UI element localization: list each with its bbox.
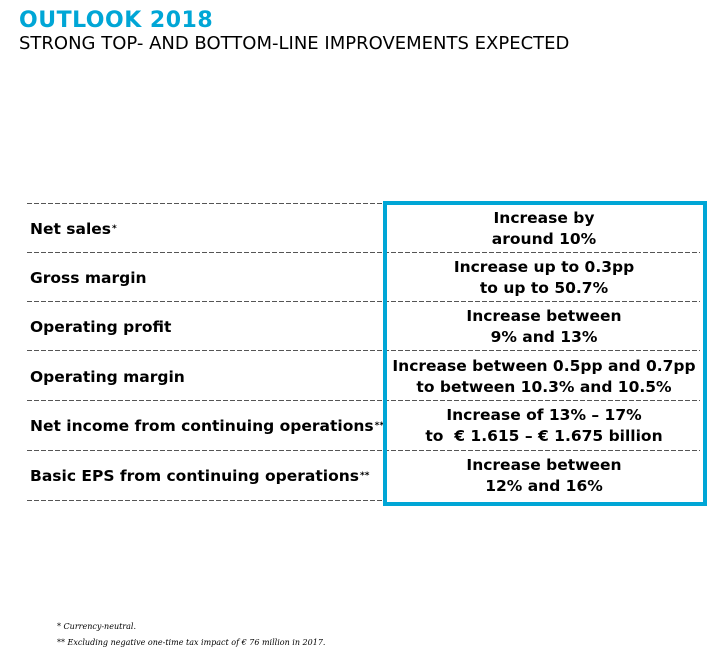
footnote-marker: ** — [359, 470, 370, 481]
value-line-2: to € 1.615 – € 1.675 billion — [425, 426, 663, 445]
row-label-net-income: Net income from continuing operations ** — [30, 401, 384, 450]
row-value-net-income: Increase of 13% – 17% to € 1.615 – € 1.6… — [384, 401, 704, 450]
page-subtitle: STRONG TOP- AND BOTTOM-LINE IMPROVEMENTS… — [19, 33, 570, 54]
page-title: OUTLOOK 2018 — [19, 8, 214, 33]
value-line-2: to up to 50.7% — [479, 278, 609, 297]
value-line-1: Increase up to 0.3pp — [453, 257, 635, 276]
footnote-tax-impact: ** Excluding negative one-time tax impac… — [57, 638, 326, 647]
row-label-text: Net income from continuing operations — [30, 416, 374, 435]
value-line-2: around 10% — [491, 229, 597, 248]
value-line-1: Increase by — [493, 208, 595, 227]
row-label-text: Basic EPS from continuing operations — [30, 466, 359, 485]
value-line-1: Increase between — [466, 306, 622, 325]
row-label-basic-eps: Basic EPS from continuing operations ** — [30, 451, 369, 500]
row-value-operating-margin: Increase between 0.5pp and 0.7pp to betw… — [384, 352, 704, 401]
row-label-text: Operating margin — [30, 367, 185, 386]
value-line-2: 9% and 13% — [490, 327, 598, 346]
row-label-operating-profit: Operating profit — [30, 302, 172, 351]
value-line-1: Increase between — [466, 455, 622, 474]
row-label-text: Operating profit — [30, 317, 172, 336]
row-value-gross-margin: Increase up to 0.3pp to up to 50.7% — [384, 253, 704, 302]
outlook-highlight-box — [383, 201, 707, 506]
footnote-marker: ** — [374, 420, 385, 431]
row-value-net-sales: Increase by around 10% — [384, 204, 704, 253]
row-label-text: Gross margin — [30, 268, 147, 287]
value-line-1: Increase of 13% – 17% — [446, 405, 642, 424]
row-label-net-sales: Net sales * — [30, 204, 117, 253]
row-label-gross-margin: Gross margin — [30, 253, 148, 302]
row-label-operating-margin: Operating margin — [30, 352, 186, 401]
row-value-basic-eps: Increase between 12% and 16% — [384, 451, 704, 500]
value-line-2: 12% and 16% — [485, 476, 603, 495]
row-value-operating-profit: Increase between 9% and 13% — [384, 302, 704, 351]
value-line-2: to between 10.3% and 10.5% — [416, 377, 672, 396]
value-line-1: Increase between 0.5pp and 0.7pp — [392, 356, 696, 375]
row-label-text: Net sales — [30, 219, 112, 238]
footnote-currency-neutral: * Currency-neutral. — [57, 622, 137, 631]
footnote-marker: * — [112, 223, 117, 234]
